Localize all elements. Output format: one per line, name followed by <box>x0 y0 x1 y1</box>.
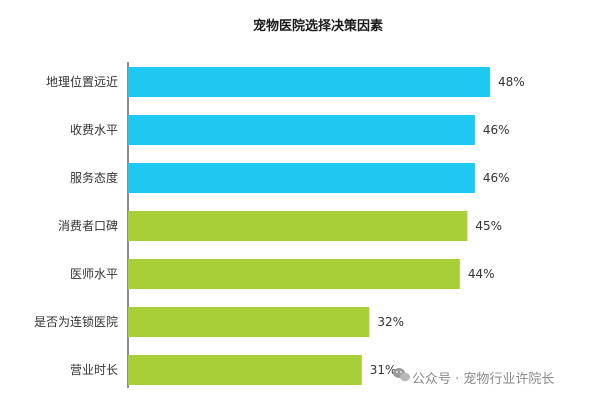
category-label: 服务态度 <box>70 170 118 185</box>
value-label: 44% <box>468 267 495 281</box>
bar <box>128 67 490 97</box>
watermark-text: 公众号 · 宠物行业许院长 <box>412 371 554 387</box>
wechat-icon <box>393 368 410 382</box>
category-label: 是否为连锁医院 <box>34 314 118 329</box>
category-label: 收费水平 <box>70 123 118 137</box>
value-label: 48% <box>498 75 525 89</box>
bar <box>128 211 468 241</box>
category-label: 地理位置远近 <box>46 74 118 89</box>
bar <box>128 115 475 145</box>
value-label: 45% <box>475 219 502 233</box>
watermark: 公众号 · 宠物行业许院长 <box>393 368 554 387</box>
value-label: 46% <box>483 171 510 185</box>
bar <box>128 163 475 193</box>
chart-title: 宠物医院选择决策因素 <box>253 18 383 34</box>
category-label: 营业时长 <box>70 363 118 377</box>
value-label: 46% <box>483 123 510 137</box>
bar <box>128 259 460 289</box>
bar <box>128 307 370 337</box>
bars-group: 地理位置远近 48% 收费水平 46% 服务态度 46% 消费者口碑 45% 医师水平 44% 是否… <box>34 67 525 385</box>
category-label: 医师水平 <box>70 267 118 281</box>
category-label: 消费者口碑 <box>58 218 118 233</box>
value-label: 31% <box>370 363 397 377</box>
value-label: 32% <box>377 315 404 329</box>
bar <box>128 355 362 385</box>
